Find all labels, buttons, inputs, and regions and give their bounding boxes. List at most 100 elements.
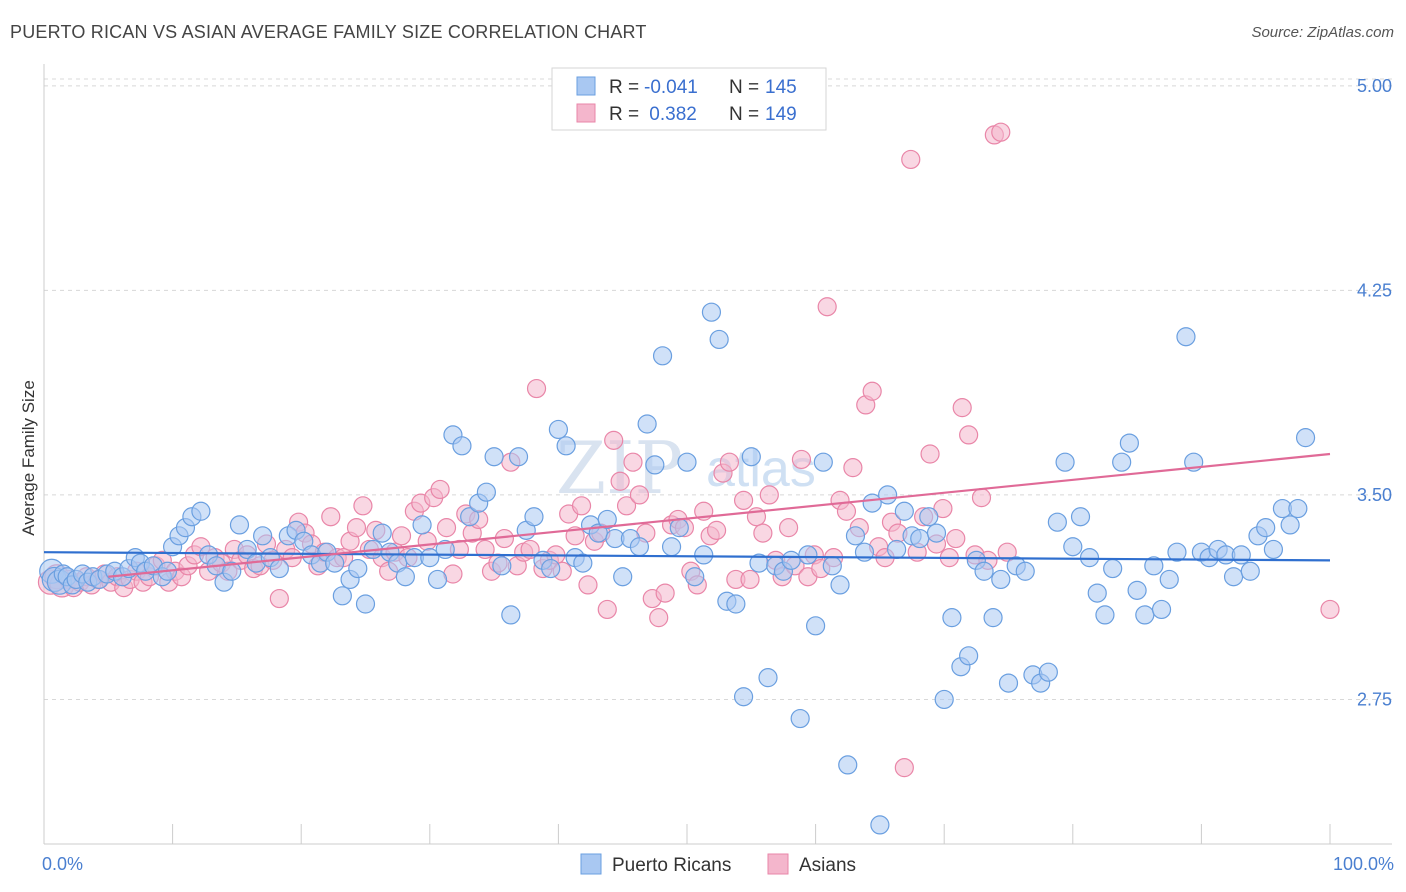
puerto-ricans-point-163 — [1295, 428, 1316, 448]
puerto-ricans-point-134 — [1063, 537, 1083, 557]
puerto-ricans-point-117 — [926, 523, 947, 543]
puerto-ricans-point-107 — [845, 526, 866, 546]
puerto-ricans-point-55 — [427, 569, 448, 590]
asians-point-128 — [862, 381, 882, 401]
source-credit: Source: ZipAtlas.com — [1251, 24, 1394, 41]
puerto-ricans-point-147 — [1167, 542, 1187, 562]
axes — [43, 64, 1392, 845]
puerto-ricans-point-148 — [1176, 327, 1196, 347]
asians-point-36 — [269, 588, 289, 609]
puerto-ricans-point-64 — [501, 605, 521, 625]
y-tick-label-2: 4.25 — [1357, 280, 1392, 300]
y-tick-label-0: 2.75 — [1357, 689, 1392, 709]
puerto-ricans-point-131 — [1038, 662, 1058, 682]
puerto-ricans-point-92 — [726, 594, 746, 614]
asians-point-104 — [706, 520, 727, 540]
puerto-ricans-point-88 — [694, 545, 714, 565]
asians-point-121 — [817, 297, 837, 317]
puerto-ricans-point-102 — [805, 616, 826, 636]
stats-box: R = -0.041 N = 145 R = 0.382 N = 149 — [551, 67, 827, 131]
stats-r-value-2: 0.382 — [644, 104, 697, 125]
puerto-ricans-point-101 — [798, 545, 818, 565]
asians-point-83 — [571, 496, 592, 516]
puerto-ricans-point-112 — [887, 539, 907, 560]
puerto-ricans-point-25 — [191, 501, 211, 521]
puerto-ricans-point-133 — [1055, 452, 1075, 472]
puerto-ricans-point-99 — [781, 550, 801, 570]
puerto-ricans-point-70 — [548, 419, 569, 440]
puerto-ricans-point-61 — [476, 482, 496, 502]
legend-swatch-puerto-ricans — [580, 853, 602, 875]
puerto-ricans-point-145 — [1151, 599, 1172, 620]
puerto-ricans-point-126 — [998, 673, 1019, 693]
asians-point-124 — [836, 501, 857, 521]
puerto-ricans-point-81 — [637, 414, 657, 434]
puerto-ricans-point-119 — [942, 608, 962, 628]
asians-point-108 — [733, 490, 754, 510]
asians-point-92 — [629, 485, 650, 505]
stats-n-value-1: 145 — [765, 77, 797, 98]
asians-point-142 — [952, 398, 972, 418]
asians-point-141 — [946, 528, 966, 549]
puerto-ricans-point-76 — [597, 509, 617, 530]
puerto-ricans-point-51 — [395, 567, 415, 587]
puerto-ricans-point-29 — [222, 561, 242, 581]
puerto-ricans-point-132 — [1047, 512, 1067, 532]
puerto-ricans-point-104 — [822, 556, 842, 576]
puerto-ricans-point-54 — [420, 548, 440, 568]
asians-point-133 — [894, 758, 914, 778]
asians-points — [37, 122, 1340, 778]
trend-line-asians — [108, 452, 1331, 578]
stats-r-label-2: R = — [609, 104, 639, 125]
trend-line-puerto-ricans — [43, 551, 1331, 562]
stats-n-label-1: N = — [729, 77, 759, 98]
puerto-ricans-point-53 — [412, 515, 432, 535]
puerto-ricans-point-71 — [556, 436, 576, 456]
y-tick-label-1: 3.50 — [1357, 485, 1392, 505]
asians-point-90 — [616, 496, 637, 516]
puerto-ricans-point-87 — [685, 567, 705, 587]
puerto-ricans-point-45 — [348, 558, 368, 579]
puerto-ricans-point-43 — [332, 586, 352, 606]
puerto-ricans-point-110 — [870, 815, 890, 835]
puerto-ricans-point-141 — [1119, 433, 1139, 453]
asians-point-111 — [753, 523, 773, 543]
puerto-ricans-point-93 — [733, 687, 754, 707]
asians-point-137 — [920, 444, 940, 464]
legend-label-asians: Asians — [799, 855, 856, 876]
legend-swatch-asians — [767, 853, 789, 875]
y-tick-label-3: 5.00 — [1357, 76, 1392, 96]
stats-n-label-2: N = — [729, 104, 759, 125]
stats-swatch-blue — [576, 76, 596, 96]
asians-point-125 — [843, 458, 863, 478]
puerto-ricans-point-159 — [1263, 539, 1284, 560]
puerto-ricans-point-94 — [741, 447, 761, 467]
puerto-ricans-point-116 — [919, 507, 939, 527]
puerto-ricans-point-118 — [934, 689, 954, 710]
puerto-ricans-point-89 — [701, 302, 722, 322]
puerto-ricans-point-144 — [1144, 556, 1164, 576]
asians-point-139 — [933, 498, 953, 519]
asians-point-55 — [391, 526, 412, 546]
puerto-ricans-point-124 — [983, 608, 1003, 628]
asians-point-88 — [604, 430, 624, 450]
y-tick-labels: 2.75 3.50 4.25 5.00 — [1357, 76, 1392, 710]
puerto-ricans-point-121 — [959, 646, 979, 666]
stats-n-value-2: 149 — [765, 104, 797, 125]
puerto-ricans-point-82 — [645, 455, 665, 475]
asians-point-48 — [346, 518, 367, 538]
puerto-ricans-point-59 — [460, 507, 480, 527]
puerto-ricans-point-42 — [325, 553, 345, 573]
asians-point-61 — [430, 479, 450, 500]
asians-point-84 — [578, 575, 598, 595]
puerto-ricans-point-154 — [1223, 567, 1244, 587]
puerto-ricans-point-83 — [652, 346, 673, 366]
x-tick-label-max: 100.0% — [1333, 854, 1394, 874]
puerto-ricans-point-161 — [1280, 515, 1300, 535]
puerto-ricans-point-139 — [1103, 558, 1123, 579]
asians-point-75 — [520, 539, 540, 560]
asians-point-150 — [1320, 599, 1340, 620]
asians-point-76 — [526, 378, 547, 399]
asians-point-109 — [740, 569, 760, 590]
